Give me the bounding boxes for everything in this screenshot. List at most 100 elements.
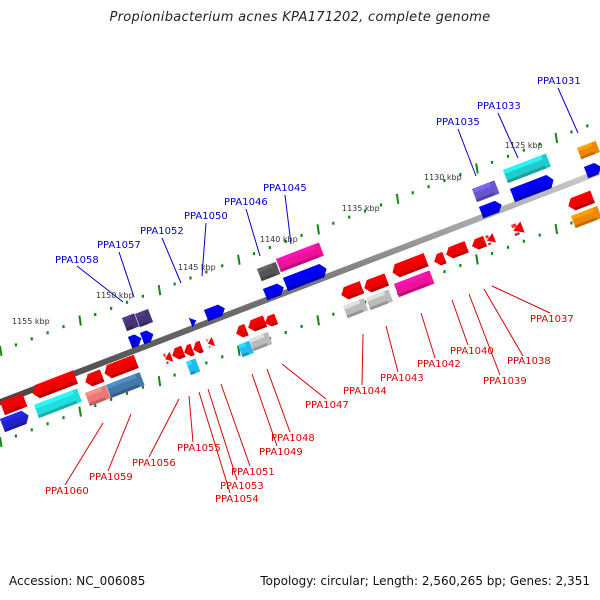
gene-highlight — [238, 342, 246, 349]
gene-feature-ppa1059b[interactable] — [83, 369, 105, 389]
gene-label-bottom[interactable]: PPA1044 — [343, 386, 387, 397]
gene-feature-ppa1056[interactable] — [163, 351, 174, 365]
gene-shadow — [397, 282, 430, 298]
gene-body — [503, 153, 551, 184]
gene-highlight — [366, 291, 386, 302]
leader-line — [245, 208, 261, 257]
gene-label-bottom[interactable]: PPA1051 — [231, 467, 275, 478]
gene-feature-ppa1047[interactable] — [263, 313, 279, 329]
gene-label-bottom[interactable]: PPA1038 — [507, 356, 551, 367]
features — [0, 140, 600, 433]
gene-label-bottom[interactable]: PPA1060 — [45, 486, 89, 497]
gene-shadow — [138, 320, 149, 328]
gene-feature-ppa1042b[interactable] — [394, 270, 435, 298]
gene-shadow — [266, 292, 282, 301]
gene-feature-ppa1044b[interactable] — [343, 298, 369, 319]
gene-feature-ppa1036r[interactable] — [511, 221, 525, 237]
gene-shadow — [270, 321, 279, 327]
gene-label-bottom[interactable]: PPA1055 — [177, 443, 221, 454]
gene-feature-ppa1048b[interactable] — [249, 331, 273, 352]
gene-feature-ppa1039[interactable] — [444, 241, 469, 260]
tick-mark — [157, 285, 162, 296]
leader-line — [497, 112, 519, 159]
gene-feature-ppa1040[interactable] — [432, 252, 447, 267]
gene-highlight — [128, 334, 136, 341]
gene-label-top[interactable]: PPA1046 — [224, 197, 268, 208]
gene-body — [257, 261, 281, 282]
gene-body — [472, 180, 500, 203]
gene-highlight — [195, 340, 201, 346]
gene-feature-ppa1058b[interactable] — [128, 333, 144, 349]
gene-feature-ppa1038[interactable] — [470, 235, 488, 251]
gene-shadow — [574, 217, 598, 229]
gene-feature-ppa1054[interactable] — [182, 343, 195, 358]
gene-feature-ppa1059c[interactable] — [106, 372, 145, 399]
gene-shadow — [143, 339, 151, 345]
gene-feature-ppa1043[interactable] — [362, 273, 390, 294]
gene-label-top[interactable]: PPA1045 — [263, 183, 307, 194]
gene-label-bottom[interactable]: PPA1054 — [215, 494, 259, 505]
gene-feature-ppa1049b[interactable] — [238, 340, 254, 358]
gene-label-bottom[interactable]: PPA1047 — [305, 400, 349, 411]
gene-feature-ppa1055[interactable] — [170, 345, 186, 362]
gene-label-bottom[interactable]: PPA1048 — [271, 433, 315, 444]
gene-feature-ppa1057[interactable] — [135, 308, 154, 328]
gene-label-bottom[interactable]: PPA1037 — [530, 314, 574, 325]
gene-body — [510, 175, 554, 203]
gene-feature-ppa1052[interactable] — [189, 316, 198, 328]
gene-feature-ppa1031r[interactable] — [566, 190, 595, 212]
gene-feature-ppa1031o[interactable] — [571, 205, 600, 229]
gene-shadow — [190, 352, 195, 357]
gene-feature-ppa1060[interactable] — [85, 385, 111, 407]
gene-feature-ppa1044[interactable] — [339, 281, 365, 301]
gene-label-top[interactable]: PPA1050 — [184, 211, 228, 222]
gene-feature-ppa1048[interactable] — [246, 315, 268, 334]
gene-label-bottom[interactable]: PPA1056 — [132, 458, 176, 469]
gene-feature-ppa1055b[interactable] — [186, 358, 201, 376]
gene-highlight — [34, 370, 75, 390]
gene-feature-ppa1049[interactable] — [234, 324, 249, 339]
gene-feature-ppa1057b[interactable] — [140, 329, 156, 345]
leader-line — [148, 398, 180, 458]
gene-feature-ppa1034[interactable] — [510, 173, 556, 203]
gene-feature-ppa1058[interactable] — [122, 313, 140, 332]
gene-label-top[interactable]: PPA1035 — [436, 117, 480, 128]
gene-shadow — [482, 209, 500, 219]
gene-feature-ppa1045b[interactable] — [283, 262, 329, 292]
gene-label-top[interactable]: PPA1052 — [140, 226, 184, 237]
gene-feature-ppa1062[interactable] — [0, 393, 28, 416]
gene-feature-ppa1037[interactable] — [485, 233, 497, 246]
gene-label-bottom[interactable]: PPA1043 — [380, 373, 424, 384]
gene-feature-ppa1053[interactable] — [191, 340, 204, 355]
gene-feature-ppa1046b[interactable] — [263, 282, 286, 301]
gene-feature-ppa1061[interactable] — [30, 370, 78, 401]
leader-line — [118, 251, 135, 298]
gene-feature-ppa1043b[interactable] — [366, 289, 394, 311]
gene-label-bottom[interactable]: PPA1053 — [220, 481, 264, 492]
gene-highlight — [479, 200, 497, 211]
gene-feature-ppa1063[interactable] — [0, 409, 31, 433]
gene-label-top[interactable]: PPA1057 — [97, 240, 141, 251]
gene-label-bottom[interactable]: PPA1059 — [89, 472, 133, 483]
gene-feature-ppa1051[interactable] — [206, 336, 216, 349]
gene-feature-ppa1035[interactable] — [472, 180, 500, 203]
gene-label-top[interactable]: PPA1033 — [477, 101, 521, 112]
gene-label-top[interactable]: PPA1058 — [55, 255, 99, 266]
gene-feature-ppa1036[interactable] — [479, 199, 504, 219]
gene-feature-ppa1033[interactable] — [503, 153, 551, 184]
gene-label-bottom[interactable]: PPA1049 — [259, 447, 303, 458]
leader-line — [198, 391, 231, 494]
gene-label-bottom[interactable]: PPA1040 — [450, 346, 494, 357]
tick-mark — [475, 163, 479, 174]
gene-feature-ppa1042[interactable] — [390, 253, 429, 279]
gene-feature-ppa1032[interactable] — [584, 161, 600, 179]
gene-feature-ppa1059[interactable] — [102, 354, 139, 380]
gene-feature-ppa1046[interactable] — [257, 261, 281, 282]
gene-feature-ppa1050[interactable] — [204, 303, 227, 322]
gene-label-bottom[interactable]: PPA1042 — [417, 359, 461, 370]
gene-label-top[interactable]: PPA1031 — [537, 76, 581, 87]
gene-feature-ppa1061b[interactable] — [34, 388, 82, 419]
gene-feature-ppa1031[interactable] — [577, 140, 600, 160]
gene-feature-ppa1045[interactable] — [276, 242, 324, 273]
gene-label-bottom[interactable]: PPA1039 — [483, 376, 527, 387]
